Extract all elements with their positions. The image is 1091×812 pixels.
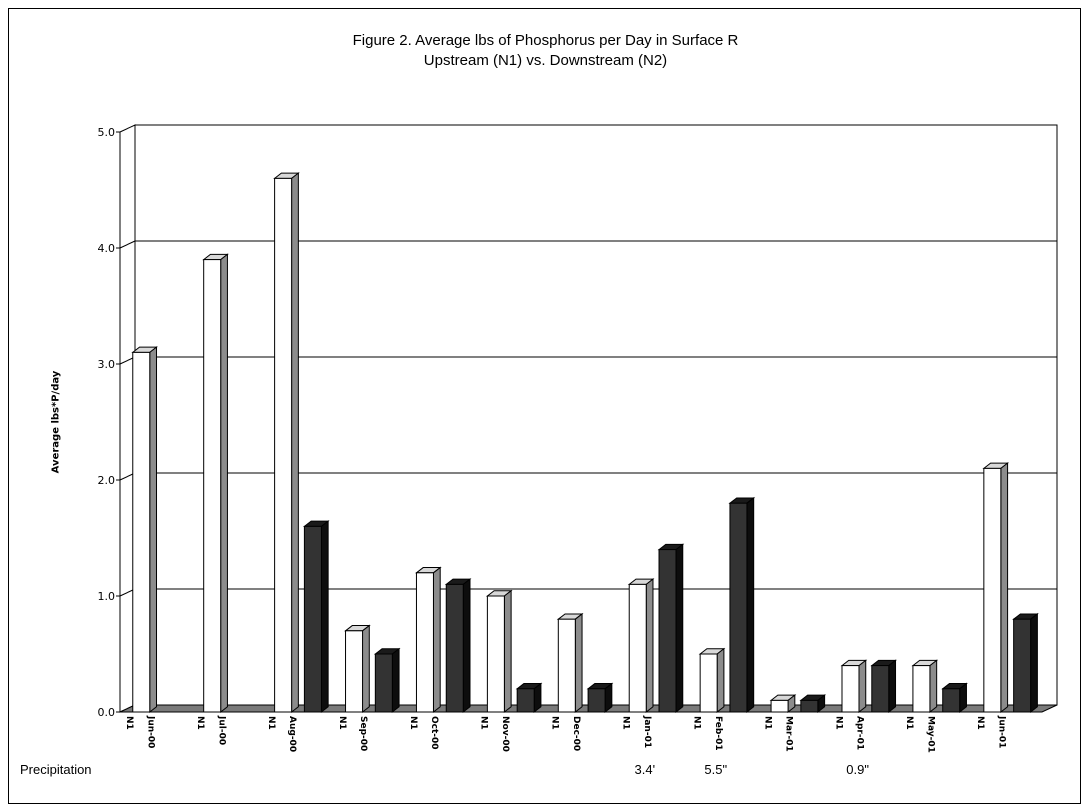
x-series-label: N1 [621,716,631,730]
bar-side [149,346,158,714]
bar [912,665,931,713]
bar-side [574,612,583,714]
plot-back-wall [134,124,1058,706]
precipitation-value: 5.5" [704,762,728,777]
bar-side [746,496,755,714]
x-tick-label: Apr-01 [855,716,865,750]
bar-side [391,647,400,714]
bar [132,351,151,713]
bar [800,699,819,713]
y-tick-label: 3.0 [98,358,116,371]
bar-side [503,589,512,714]
x-series-label: N1 [550,716,560,730]
chart-frame [8,8,1081,804]
bar [871,665,890,713]
bar-side [675,543,684,714]
precipitation-label: Precipitation [20,762,92,777]
bar [729,502,748,713]
bar [841,665,860,713]
bar [1013,618,1032,713]
bar-side [1000,462,1009,714]
x-series-label: N1 [479,716,489,730]
bar [557,618,576,713]
x-tick-label: Jun-01 [996,715,1006,748]
x-tick-label: May-01 [926,716,936,753]
bar [445,583,464,713]
x-tick-label: Mar-01 [784,716,794,752]
x-tick-label: Oct-00 [429,716,439,750]
bar-side [220,253,228,714]
bar [374,653,393,713]
x-tick-label: Jul-00 [216,715,226,745]
y-tick-label: 5.0 [98,126,116,139]
bar-side [291,172,299,714]
bar [658,549,677,713]
bar [516,688,535,713]
bar [983,467,1002,713]
bar [699,653,718,713]
chart-title: Figure 2. Average lbs of Phosphorus per … [352,32,739,49]
bar-side [533,682,542,714]
x-series-label: N1 [408,716,418,730]
x-tick-label: Sep-00 [358,716,368,751]
x-series-label: N1 [691,716,701,730]
x-series-label: N1 [833,716,843,730]
y-tick-label: 2.0 [98,474,116,487]
precipitation-value: 0.9" [846,762,869,777]
bar-side [959,682,967,714]
bar-side [604,682,613,714]
x-tick-label: Feb-01 [713,716,723,751]
bar [274,177,293,713]
bar [942,688,961,713]
y-tick-label: 4.0 [98,242,116,255]
bar [303,525,322,713]
x-tick-label: Jun-00 [145,715,155,748]
bar [486,595,505,713]
x-series-label: N1 [195,716,205,730]
chart-subtitle: Upstream (N1) vs. Downstream (N2) [423,52,668,69]
x-series-label: N1 [337,716,347,730]
bar [770,699,789,713]
x-series-label: N1 [266,716,276,730]
y-tick-label: 1.0 [98,590,116,603]
x-series-label: N1 [124,716,134,730]
bar [587,688,606,713]
bar-side [716,647,725,714]
precipitation-value: 3.4' [634,762,656,777]
y-tick-label: 0.0 [98,706,116,719]
x-tick-label: Nov-00 [500,716,510,752]
bar-side [645,578,654,714]
bar [628,583,647,713]
bar [345,630,364,713]
bar-side [929,659,938,714]
gridline-side [119,240,136,249]
bar [415,572,434,713]
x-tick-label: Aug-00 [287,716,297,752]
bar-side [362,624,370,714]
x-series-label: N1 [975,716,985,730]
x-series-label: N1 [762,716,772,730]
bar-side [462,578,471,714]
x-tick-label: Dec-00 [571,716,581,751]
bar-side [1030,612,1038,714]
bar [203,259,222,713]
bar-side [858,659,867,714]
x-tick-label: Jan-01 [642,715,652,748]
bar-side [432,566,441,714]
bar-side [888,659,897,714]
x-series-label: N1 [904,716,914,730]
bar-side [320,520,329,714]
